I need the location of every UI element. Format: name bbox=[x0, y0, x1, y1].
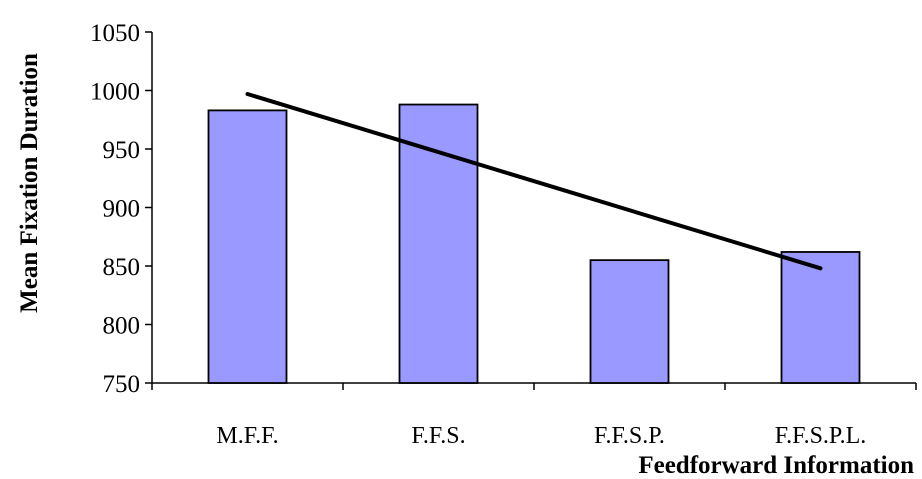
bar bbox=[780, 251, 861, 384]
x-axis-title: Feedforward Information bbox=[638, 452, 914, 479]
y-tick-label: 750 bbox=[103, 371, 141, 398]
y-tick-label: 900 bbox=[103, 196, 141, 223]
bar bbox=[207, 109, 288, 384]
bar bbox=[589, 259, 670, 384]
trendline bbox=[245, 92, 823, 271]
plot-area: 750 800 850 900 950 1000 1050 M.F.F. F.F.S. F.F.S… bbox=[90, 20, 917, 449]
x-category-label: M.F.F. bbox=[216, 423, 278, 449]
y-tick-label: 800 bbox=[103, 313, 141, 340]
bar bbox=[398, 103, 479, 384]
y-tick-label: 850 bbox=[103, 254, 141, 281]
x-category-label: F.F.S.P.L. bbox=[775, 423, 867, 449]
x-category-label: F.F.S. bbox=[411, 423, 465, 449]
y-axis-title: Mean Fixation Duration bbox=[16, 53, 43, 313]
y-tick-label: 1050 bbox=[90, 20, 140, 47]
y-tick-label: 950 bbox=[103, 137, 141, 164]
y-tick-label: 1000 bbox=[90, 79, 140, 106]
x-category-label: F.F.S.P. bbox=[594, 423, 665, 449]
